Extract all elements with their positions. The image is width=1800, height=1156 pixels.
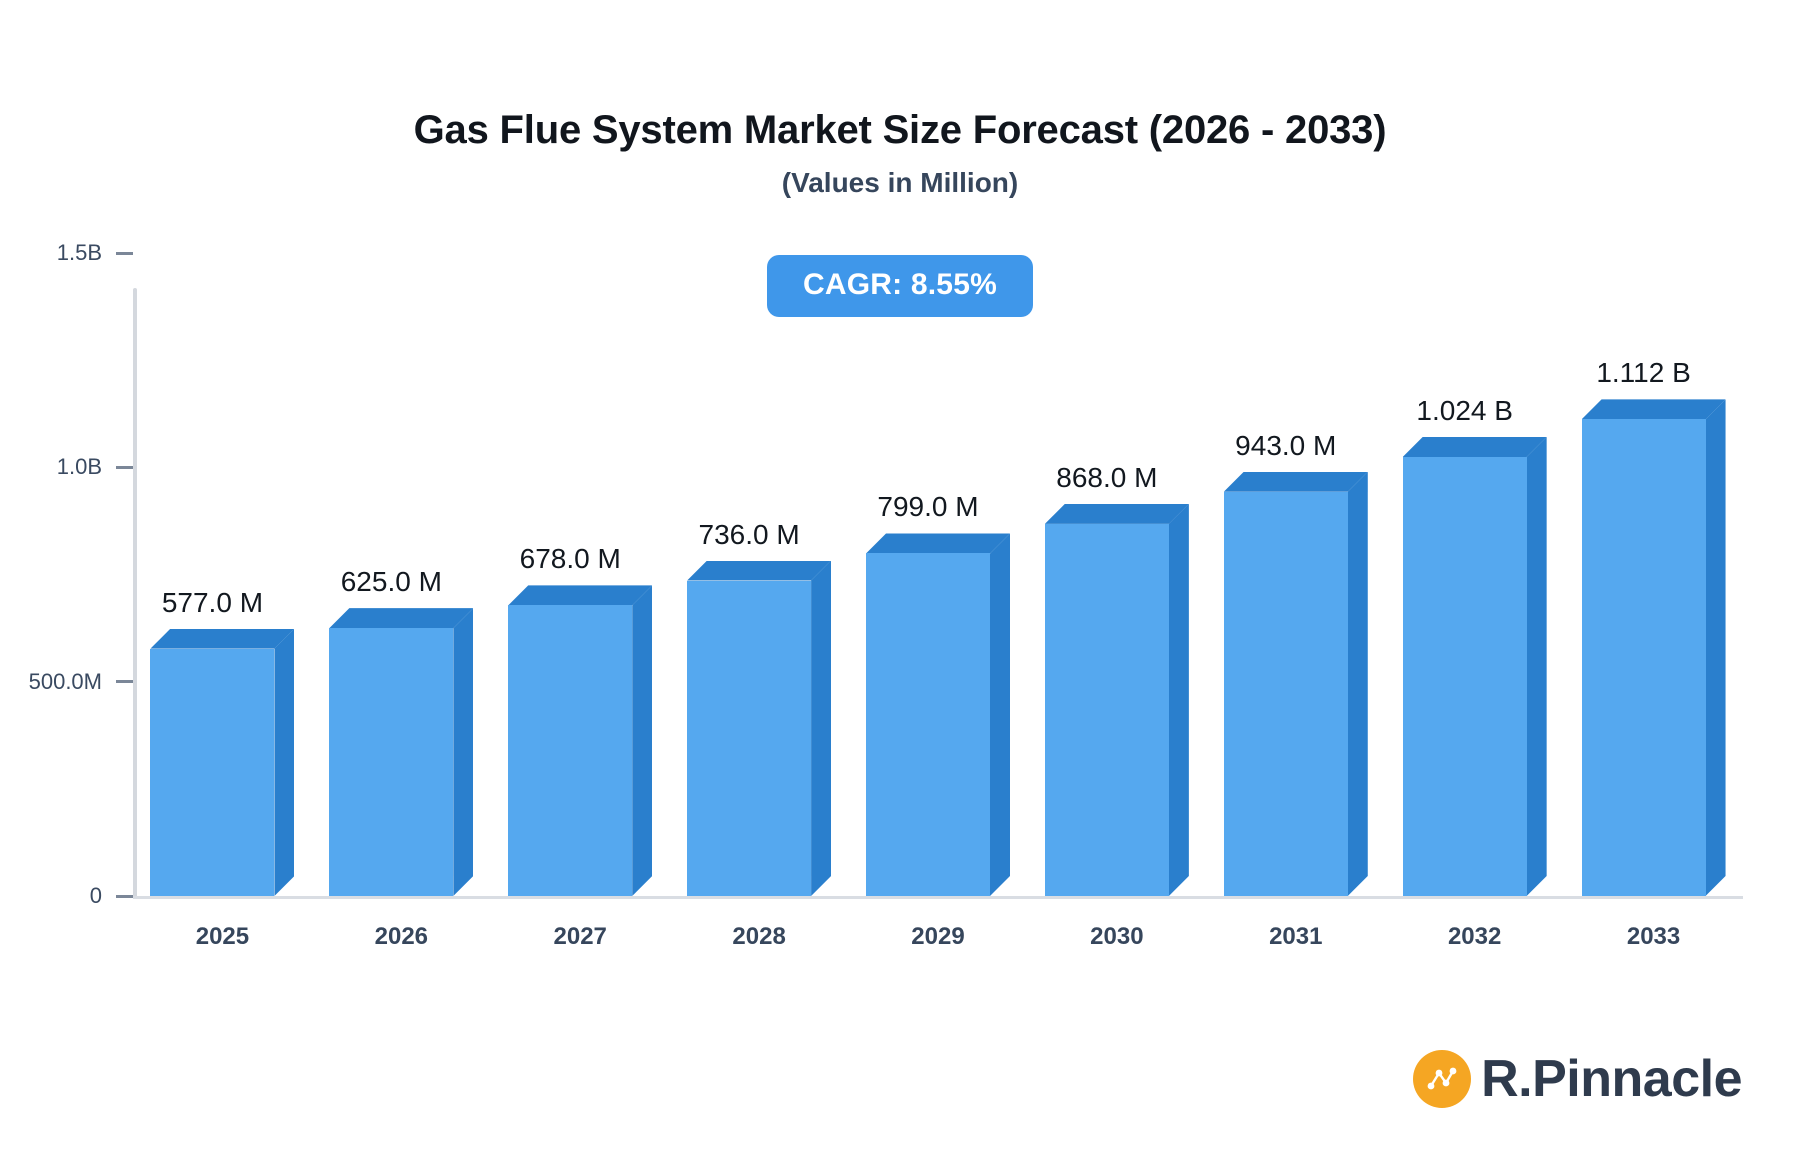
bar-side-face (274, 628, 295, 896)
chart-subtitle: (Values in Million) (781, 167, 1019, 198)
bar-front-face (150, 648, 275, 896)
y-axis-tick-mark (116, 680, 133, 684)
bar-top-face (1044, 503, 1189, 524)
bar-front-face (1581, 419, 1706, 896)
bar[interactable] (150, 628, 295, 896)
bar-side-face (1705, 399, 1726, 896)
bar-front-face (687, 580, 812, 896)
bar-value-label: 1.024 B (1416, 395, 1513, 427)
bar-value-label: 1.112 B (1596, 357, 1691, 389)
bar[interactable] (687, 560, 832, 896)
x-axis-label: 2027 (553, 923, 607, 950)
x-axis-label: 2031 (1269, 923, 1323, 950)
y-axis-tick: 500.0M (0, 668, 133, 694)
bar-value-label: 799.0 M (877, 491, 979, 523)
bar[interactable] (1402, 437, 1547, 896)
y-axis-tick-label: 1.0B (56, 454, 102, 480)
y-axis-line (133, 288, 137, 898)
y-axis-tick-label: 500.0M (28, 668, 102, 694)
bar-top-face (687, 560, 832, 581)
y-axis-tick-mark (116, 251, 133, 255)
chart-header: Gas Flue System Market Size Forecast (20… (0, 108, 1800, 199)
bar-top-face (150, 628, 295, 649)
bar[interactable] (1223, 471, 1368, 896)
bar-side-face (1347, 471, 1368, 896)
bar-value-label: 868.0 M (1056, 461, 1158, 493)
x-axis-label: 2030 (1090, 923, 1144, 950)
y-axis-tick: 1.0B (0, 454, 133, 480)
bar-value-label: 577.0 M (161, 586, 264, 618)
page-title: Gas Flue System Market Size Forecast (20… (413, 108, 1387, 152)
y-axis-tick-mark (116, 465, 133, 469)
bar-side-face (632, 585, 653, 896)
bar-front-face (1223, 491, 1348, 896)
x-axis-label: 2025 (195, 923, 250, 950)
cagr-badge-wrapper: CAGR: 8.55% (0, 255, 1800, 317)
brand-logo: R.Pinnacle (1413, 1050, 1742, 1108)
bar-side-face (811, 560, 832, 896)
bar-side-face (1526, 437, 1547, 896)
bar-top-face (866, 533, 1010, 554)
bar[interactable] (1044, 503, 1189, 896)
bar-top-face (329, 608, 474, 629)
bar[interactable] (508, 585, 653, 896)
bar-front-face (1044, 523, 1169, 896)
cagr-badge: CAGR: 8.55% (767, 255, 1033, 317)
y-axis-tick-label: 1.5B (56, 240, 102, 265)
y-axis-tick: 1.5B (0, 240, 133, 265)
bar-value-label: 678.0 M (519, 543, 621, 575)
bar-top-face (1402, 437, 1547, 458)
y-axis-tick: 0 (0, 883, 133, 908)
bar-value-label: 943.0 M (1235, 429, 1337, 461)
bar-value-label: 625.0 M (340, 566, 442, 598)
bar-side-face (990, 533, 1010, 896)
bar-side-face (453, 608, 474, 896)
bar[interactable] (1581, 399, 1726, 896)
y-axis-tick-label: 0 (89, 883, 102, 908)
x-axis-label: 2028 (732, 923, 786, 950)
x-axis-label: 2026 (374, 923, 429, 950)
bar-front-face (866, 553, 990, 896)
bar[interactable] (866, 533, 1010, 896)
logo-text: R.Pinnacle (1481, 1050, 1742, 1108)
bar-top-face (508, 585, 653, 606)
x-axis-label: 2029 (911, 923, 965, 950)
network-nodes-icon (1413, 1050, 1472, 1108)
bar-top-face (1223, 471, 1368, 492)
x-axis-label: 2032 (1447, 923, 1502, 950)
y-axis-tick-mark (116, 894, 133, 898)
y-axis: 1.5B 1.0B 500.0M 0 (0, 0, 133, 1156)
x-axis-label: 2033 (1626, 923, 1681, 950)
bar[interactable] (329, 608, 474, 896)
x-axis-line (133, 896, 1743, 899)
bar-value-label: 736.0 M (698, 518, 800, 550)
bar-side-face (1168, 503, 1189, 896)
bar-front-face (508, 605, 633, 896)
bar-front-face (1402, 457, 1527, 896)
bar-top-face (1581, 399, 1726, 420)
bar-front-face (329, 628, 454, 896)
